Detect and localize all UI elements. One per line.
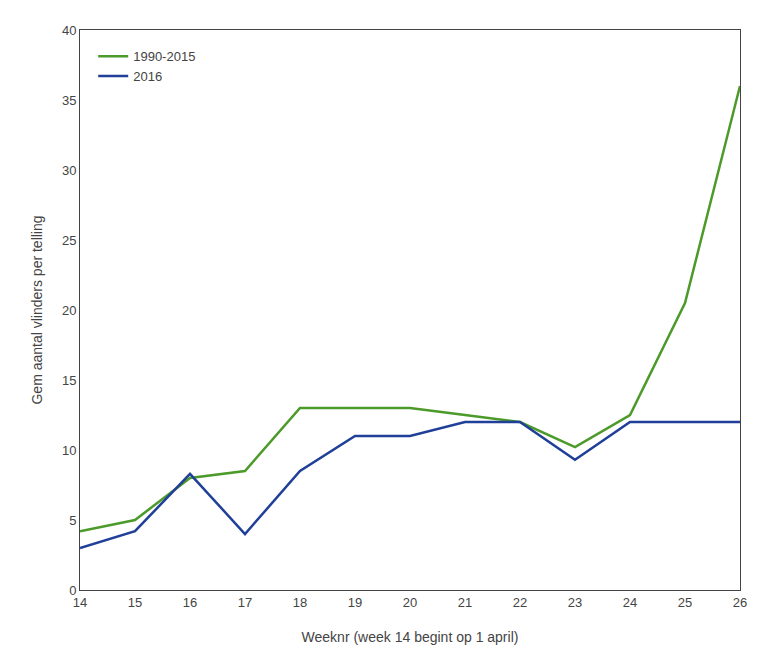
svg-text:24: 24 (623, 595, 637, 610)
svg-text:19: 19 (348, 595, 362, 610)
svg-text:26: 26 (733, 595, 747, 610)
svg-text:22: 22 (513, 595, 527, 610)
svg-text:20: 20 (62, 303, 76, 318)
svg-text:0: 0 (69, 583, 76, 598)
svg-text:Gem aantal vlinders per tellin: Gem aantal vlinders per telling (29, 215, 45, 404)
svg-text:16: 16 (183, 595, 197, 610)
svg-text:15: 15 (128, 595, 142, 610)
svg-text:21: 21 (458, 595, 472, 610)
svg-text:1990-2015: 1990-2015 (133, 49, 195, 64)
svg-text:17: 17 (238, 595, 252, 610)
svg-text:23: 23 (568, 595, 582, 610)
svg-text:25: 25 (678, 595, 692, 610)
svg-text:15: 15 (62, 373, 76, 388)
svg-text:10: 10 (62, 443, 76, 458)
svg-text:25: 25 (62, 233, 76, 248)
svg-text:18: 18 (293, 595, 307, 610)
svg-text:35: 35 (62, 93, 76, 108)
svg-text:2016: 2016 (133, 69, 162, 84)
svg-text:14: 14 (73, 595, 87, 610)
svg-text:5: 5 (69, 513, 76, 528)
svg-text:30: 30 (62, 163, 76, 178)
svg-text:Weeknr (week 14 begint op 1 ap: Weeknr (week 14 begint op 1 april) (302, 629, 519, 645)
svg-text:20: 20 (403, 595, 417, 610)
svg-text:40: 40 (62, 23, 76, 38)
